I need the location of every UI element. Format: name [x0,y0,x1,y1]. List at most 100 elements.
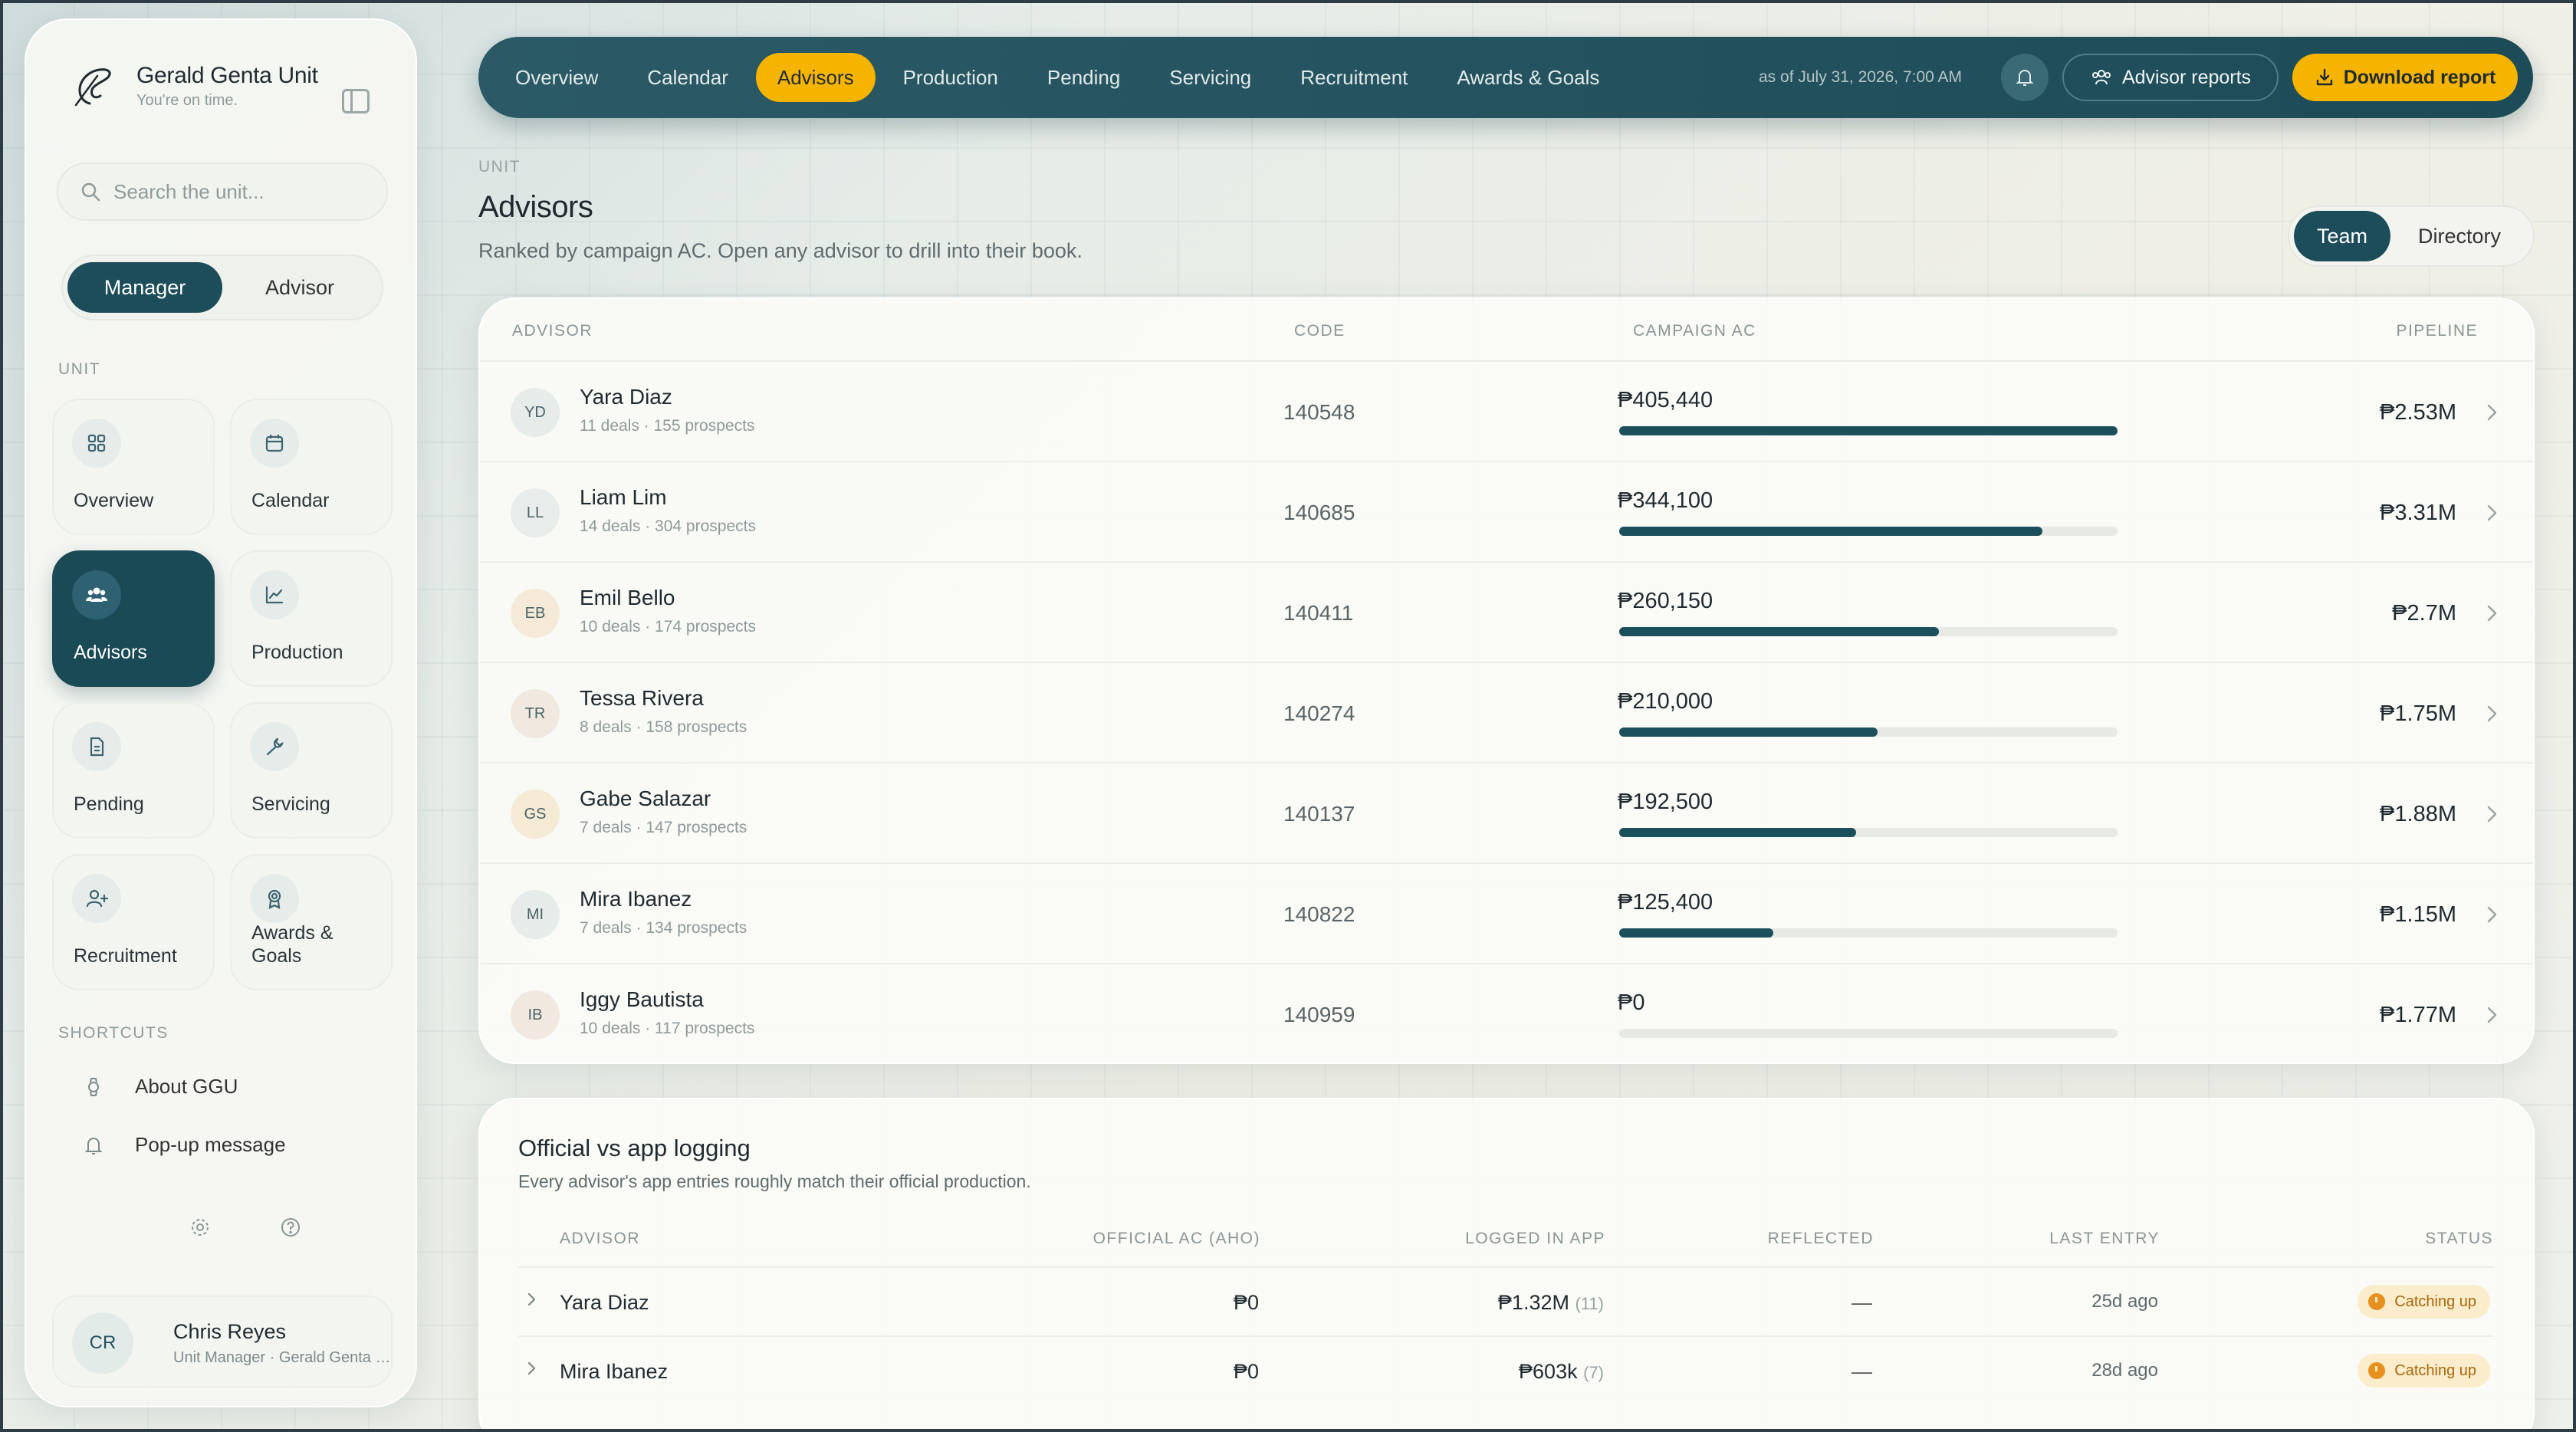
view-directory-button[interactable]: Directory [2417,224,2501,248]
advisor-meta: 10 deals · 117 prospects [580,1020,755,1037]
campaign-ac-value: ₱210,000 [1618,689,1714,714]
column-header-pipeline: PIPELINE [2396,322,2478,340]
search-input[interactable] [113,179,366,204]
table-row[interactable]: GS Gabe Salazar 7 deals · 147 prospects 140… [480,762,2533,862]
nav-tile-recruitment[interactable]: Recruitment [52,854,215,990]
advisor-reports-button[interactable]: Advisor reports [2062,54,2279,101]
nav-tile-overview[interactable]: Overview [52,399,215,535]
table-row[interactable]: YD Yara Diaz 11 deals · 155 prospects 14054… [480,360,2533,461]
nav-tile-label: Awards & Goals [251,922,334,967]
table-row[interactable]: MI Mira Ibanez 7 deals · 134 prospects 1408… [480,862,2533,963]
column-header-advisor: ADVISOR [512,322,593,340]
tab-recruitment[interactable]: Recruitment [1300,65,1408,89]
log-advisor-name: Mira Ibanez [560,1360,669,1383]
advisor-meta: 10 deals · 174 prospects [580,618,756,636]
pipeline-value: ₱3.31M [2380,501,2456,525]
chevron-right-icon[interactable] [2481,402,2502,423]
advisor-name: Yara Diaz [580,385,672,409]
view-team-button[interactable]: Team [2294,211,2390,261]
status-badge: Catching up [2358,1354,2490,1388]
chevron-right-icon[interactable] [526,1291,538,1312]
user-role: Unit Manager · Gerald Genta Unit [173,1349,396,1366]
page-title: Advisors [478,190,593,224]
nav-tile-pending[interactable]: Pending [52,702,215,839]
top-nav-bar: Overview Calendar Advisors Production Pe… [478,37,2533,118]
award-icon [250,874,299,923]
role-manager-button[interactable]: Manager [67,262,222,313]
advisor-name: Tessa Rivera [580,686,704,710]
users-icon [2091,70,2111,85]
campaign-ac-value: ₱125,400 [1618,890,1714,915]
chevron-right-icon[interactable] [2481,603,2502,624]
logged-entry-count: (7) [1583,1363,1604,1382]
table-row[interactable]: EB Emil Bello 10 deals · 174 prospects 1404… [480,561,2533,662]
table-row[interactable]: IB Iggy Bautista 10 deals · 117 prospects 1… [480,963,2533,1063]
unit-section-label: UNIT [58,360,100,378]
log-table-row[interactable]: Mira Ibanez ₱0 ₱603k (7) — 28d ago Catching u… [518,1335,2493,1404]
user-plus-icon [72,874,121,923]
search-box [57,163,388,221]
download-report-button[interactable]: Download report [2292,54,2518,101]
nav-tile-awards-goals[interactable]: Awards & Goals [230,854,393,990]
users-icon [72,570,121,619]
search-icon [81,182,100,202]
table-row[interactable]: TR Tessa Rivera 8 deals · 158 prospects 140… [480,662,2533,762]
table-row[interactable]: LL Liam Lim 14 deals · 304 prospects 140685… [480,461,2533,561]
advisor-code: 140822 [1283,902,1355,926]
advisor-meta: 7 deals · 134 prospects [580,919,748,937]
chevron-right-icon[interactable] [2481,803,2502,825]
tab-production[interactable]: Production [902,65,998,89]
user-profile-card[interactable]: CR Chris Reyes Unit Manager · Gerald Gen… [52,1296,396,1388]
logged-in-app-cell: ₱1.32M (11) [1498,1291,1604,1315]
campaign-ac-progress-track [1619,727,2118,737]
tab-awards-goals[interactable]: Awards & Goals [1457,65,1600,89]
nav-tile-label: Production [251,642,343,663]
notifications-bell-icon[interactable] [2001,54,2049,101]
avatar: MI [511,890,560,939]
nav-tile-advisors[interactable]: Advisors [52,550,215,687]
advisor-meta: 14 deals · 304 prospects [580,517,756,535]
nav-tile-servicing[interactable]: Servicing [230,702,393,839]
advisor-code: 140137 [1283,802,1355,826]
tab-servicing[interactable]: Servicing [1169,65,1252,89]
logged-entry-count: (11) [1575,1294,1605,1313]
tab-overview[interactable]: Overview [515,65,599,89]
column-header-advisor: ADVISOR [560,1230,641,1247]
column-header-code: CODE [1294,322,1346,340]
nav-tile-calendar[interactable]: Calendar [230,399,393,535]
tab-advisors[interactable]: Advisors [755,53,876,102]
tab-calendar[interactable]: Calendar [647,65,728,89]
chevron-right-icon[interactable] [2481,1004,2502,1026]
sidebar-collapse-icon[interactable] [342,89,370,113]
chevron-right-icon[interactable] [2481,502,2502,524]
advisor-code: 140411 [1283,601,1354,625]
advisor-name: Iggy Bautista [580,987,704,1011]
campaign-ac-progress-fill [1619,727,1878,737]
sidebar: Gerald Genta Unit You're on time. Manage… [25,18,417,1407]
tab-pending[interactable]: Pending [1046,65,1121,89]
wrench-icon [250,722,299,771]
pipeline-value: ₱2.7M [2392,601,2456,626]
pipeline-value: ₱2.53M [2380,400,2456,425]
column-header-reflected: REFLECTED [1767,1230,1874,1247]
nav-tile-production[interactable]: Production [230,550,393,687]
settings-gear-icon[interactable] [189,1216,212,1243]
role-advisor-button[interactable]: Advisor [264,275,335,299]
logged-in-app-cell: ₱603k (7) [1519,1360,1604,1384]
chevron-right-icon[interactable] [2481,904,2502,925]
official-ac-value: ₱0 [1233,1360,1259,1383]
log-table-row[interactable]: Yara Diaz ₱0 ₱1.32M (11) — 25d ago Catching u… [518,1266,2493,1335]
chevron-right-icon[interactable] [2481,703,2502,724]
shortcut-about-ggu[interactable]: About GGU [88,1075,238,1099]
chevron-right-icon[interactable] [526,1360,538,1381]
help-icon[interactable] [279,1216,302,1243]
campaign-ac-progress-fill [1619,527,2042,536]
nav-tile-label: Advisors [74,642,147,663]
logged-in-app-value: ₱1.32M [1497,1291,1569,1314]
advisors-table: ADVISOR CODE CAMPAIGN AC PIPELINE YD Yara… [478,297,2535,1064]
shortcut-popup-message[interactable]: Pop-up message [84,1133,286,1157]
logged-in-app-value: ₱603k [1519,1360,1578,1383]
user-name: Chris Reyes [173,1320,287,1343]
calendar-icon [250,419,299,468]
logging-subtitle: Every advisor's app entries roughly matc… [518,1171,1031,1191]
